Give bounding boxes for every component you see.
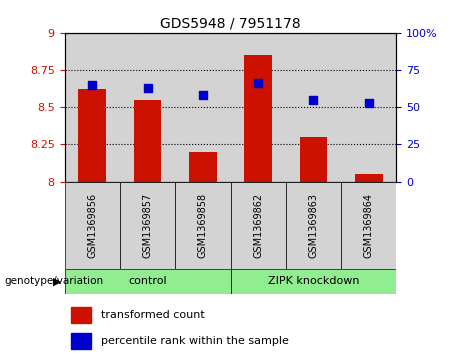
Bar: [78, 89, 106, 182]
Bar: [175, 182, 230, 269]
Text: GSM1369864: GSM1369864: [364, 192, 374, 258]
Point: [254, 80, 262, 86]
Text: GSM1369862: GSM1369862: [253, 192, 263, 258]
Point: [199, 92, 207, 98]
Text: control: control: [128, 276, 167, 286]
Text: percentile rank within the sample: percentile rank within the sample: [101, 336, 289, 346]
Bar: [355, 174, 383, 182]
Bar: [230, 269, 396, 294]
Bar: [120, 33, 175, 182]
Bar: [341, 33, 396, 182]
Bar: [65, 269, 230, 294]
Text: GSM1369857: GSM1369857: [142, 192, 153, 258]
Bar: [65, 182, 120, 269]
Text: transformed count: transformed count: [101, 310, 205, 320]
Bar: [300, 137, 327, 182]
Text: GSM1369858: GSM1369858: [198, 192, 208, 258]
Bar: [71, 307, 91, 323]
Bar: [286, 182, 341, 269]
Text: GSM1369863: GSM1369863: [308, 192, 319, 258]
Bar: [244, 55, 272, 182]
Point: [89, 82, 96, 87]
Bar: [230, 182, 286, 269]
Bar: [341, 182, 396, 269]
Bar: [120, 182, 175, 269]
Bar: [189, 152, 217, 182]
Bar: [71, 333, 91, 349]
Bar: [286, 33, 341, 182]
Bar: [230, 33, 286, 182]
Text: GSM1369856: GSM1369856: [87, 192, 97, 258]
Title: GDS5948 / 7951178: GDS5948 / 7951178: [160, 16, 301, 30]
Point: [310, 97, 317, 103]
Text: genotype/variation: genotype/variation: [5, 276, 104, 286]
Bar: [175, 33, 230, 182]
Text: ZIPK knockdown: ZIPK knockdown: [268, 276, 359, 286]
Bar: [65, 33, 120, 182]
Point: [144, 85, 151, 91]
Point: [365, 100, 372, 106]
Text: ▶: ▶: [53, 276, 62, 286]
Bar: [134, 99, 161, 182]
